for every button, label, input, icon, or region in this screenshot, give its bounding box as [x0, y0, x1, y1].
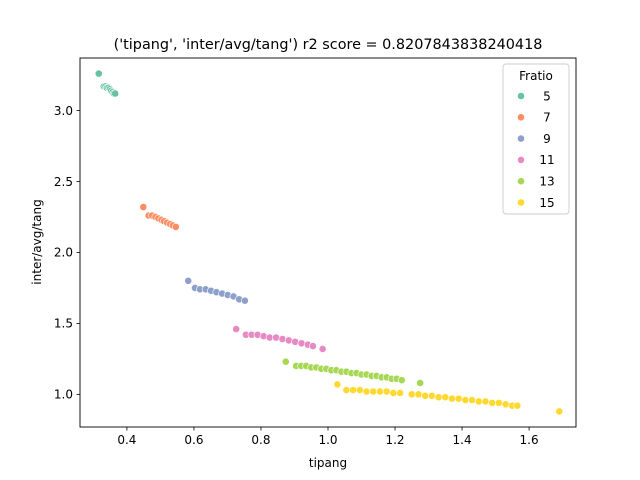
data-point-9 — [240, 296, 249, 305]
legend-marker-9 — [517, 134, 525, 143]
data-point-15 — [389, 389, 398, 397]
data-point-11 — [297, 339, 306, 348]
x-axis-label: tipang — [309, 456, 347, 470]
data-point-5 — [111, 89, 120, 98]
x-tick-label: 0.6 — [184, 433, 203, 447]
data-point-13 — [281, 357, 290, 366]
data-point-15 — [555, 407, 564, 416]
data-point-11 — [272, 333, 280, 342]
data-point-11 — [309, 342, 317, 351]
plot-frame — [79, 57, 577, 428]
legend-marker-15 — [517, 198, 525, 207]
data-point-15 — [468, 396, 477, 404]
data-point-15 — [481, 397, 490, 406]
data-point-11 — [232, 325, 241, 333]
data-point-11 — [278, 335, 287, 343]
data-point-15 — [414, 390, 423, 399]
data-point-15 — [495, 398, 503, 407]
legend-marker-11 — [517, 155, 525, 164]
data-point-9 — [184, 276, 193, 285]
legend-marker-13 — [517, 177, 525, 186]
y-tick-label: 2.0 — [54, 246, 73, 260]
data-point-15 — [396, 389, 404, 397]
legend-label: 13 — [539, 175, 554, 189]
legend-label: 11 — [539, 153, 554, 167]
data-point-5 — [94, 69, 103, 78]
data-point-7 — [139, 203, 148, 211]
legend-marker-7 — [517, 113, 525, 122]
legend-label: 5 — [543, 89, 551, 103]
data-point-15 — [349, 386, 358, 394]
x-tick-label: 0.4 — [117, 433, 136, 447]
data-point-11 — [291, 337, 300, 346]
y-tick-label: 1.0 — [54, 388, 73, 402]
data-point-15 — [407, 390, 416, 399]
x-tick-label: 1.0 — [318, 433, 337, 447]
y-tick-label: 3.0 — [54, 104, 73, 118]
data-point-15 — [369, 387, 378, 396]
legend-items: 5 7 9 11 13 15 — [517, 89, 555, 210]
data-point-15 — [474, 397, 483, 406]
legend-label: 15 — [539, 196, 554, 210]
data-point-15 — [362, 387, 371, 396]
data-point-15 — [454, 394, 463, 403]
data-point-15 — [382, 387, 391, 396]
data-point-15 — [355, 386, 364, 394]
legend-title: Fratio — [519, 69, 553, 83]
data-point-15 — [513, 401, 522, 410]
chart-title: ('tipang', 'inter/avg/tang') r2 score = … — [114, 37, 543, 53]
legend-marker-5 — [517, 92, 525, 100]
legend-label: 7 — [543, 111, 551, 125]
data-point-15 — [441, 393, 450, 402]
y-tick-label: 1.5 — [54, 317, 73, 331]
legend-label: 9 — [543, 132, 551, 146]
data-point-13 — [397, 376, 406, 385]
x-tick-label: 1.2 — [385, 433, 404, 447]
data-points — [94, 69, 564, 416]
data-point-15 — [421, 391, 430, 400]
data-point-15 — [342, 386, 351, 394]
data-point-15 — [427, 391, 436, 400]
data-point-13 — [416, 379, 425, 387]
data-point-15 — [434, 393, 443, 402]
data-point-15 — [448, 394, 456, 403]
data-point-15 — [501, 400, 510, 409]
legend-frame — [502, 63, 570, 215]
data-point-15 — [461, 396, 470, 404]
data-point-11 — [318, 345, 327, 353]
legend: Fratio 5 7 9 11 13 15 — [502, 63, 570, 215]
y-tick-label: 2.5 — [54, 175, 73, 189]
data-point-15 — [333, 380, 342, 389]
x-tick-label: 1.6 — [520, 433, 539, 447]
x-tick-label: 1.4 — [453, 433, 472, 447]
y-axis-label: inter/avg/tang — [30, 199, 44, 284]
data-point-11 — [284, 336, 293, 345]
data-point-15 — [488, 398, 497, 407]
data-point-15 — [376, 387, 384, 396]
axis-ticks: 0.4 0.6 0.8 1.0 1.2 1.4 1.6 1.0 1.5 2.0 2.5 3.0 — [54, 104, 539, 447]
x-tick-label: 0.8 — [251, 433, 270, 447]
data-point-7 — [171, 222, 180, 231]
